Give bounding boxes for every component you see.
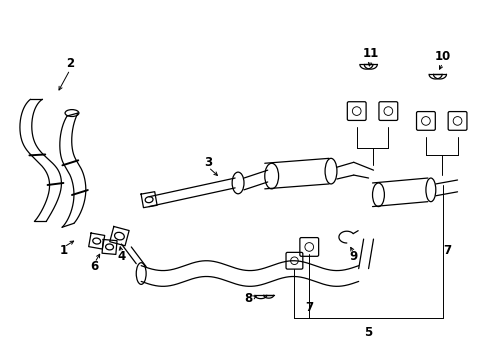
Text: 5: 5 [364,326,372,339]
Text: 1: 1 [60,244,68,257]
Text: 7: 7 [443,244,451,257]
Text: 4: 4 [117,250,125,263]
Text: 2: 2 [66,57,74,70]
Text: 7: 7 [305,301,313,315]
Text: 3: 3 [204,156,212,169]
Text: 10: 10 [434,50,450,63]
Text: 6: 6 [90,260,99,273]
Text: 8: 8 [244,292,252,305]
Text: 11: 11 [362,48,378,60]
Text: 9: 9 [349,250,357,263]
